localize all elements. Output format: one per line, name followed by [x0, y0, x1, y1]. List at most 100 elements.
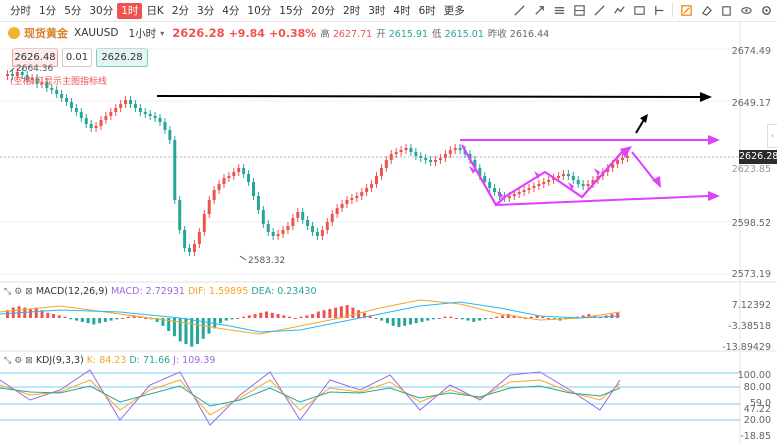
timeframe-7[interactable]: 3分	[197, 4, 215, 17]
macd-bar	[52, 314, 56, 318]
candle-body	[576, 180, 580, 184]
collapse-icon[interactable]: ⤡	[4, 286, 12, 297]
macd-bar	[547, 318, 551, 319]
gear-icon[interactable]: ⚙	[14, 355, 23, 366]
collapse-icon[interactable]: ⤡	[4, 355, 12, 366]
candle-body	[183, 230, 187, 248]
macd-bar	[316, 311, 320, 318]
macd-bar	[172, 318, 176, 337]
macd-bar	[224, 318, 228, 321]
dea-line	[0, 301, 621, 333]
close-icon[interactable]: ⊠	[25, 286, 33, 297]
macd-axis-label: -13.89429	[722, 342, 771, 353]
text-icon[interactable]	[612, 3, 626, 17]
quantity-input[interactable]: 0.01	[62, 48, 92, 67]
layout-icon[interactable]	[572, 3, 586, 17]
macd-bar	[236, 318, 240, 319]
macd-bar	[178, 318, 182, 342]
image-icon[interactable]	[632, 3, 646, 17]
settings-icon[interactable]	[759, 3, 773, 17]
timeframe-13[interactable]: 3时	[368, 4, 386, 17]
timeframe-16[interactable]: 更多	[443, 4, 465, 17]
timeframe-5[interactable]: 日K	[146, 4, 164, 17]
edit-icon[interactable]	[679, 3, 693, 17]
dea-value: DEA: 0.23430	[251, 286, 317, 297]
macd-bar	[541, 316, 545, 318]
candle-body	[114, 108, 118, 112]
forecast-down-arrowhead	[652, 176, 661, 188]
candle-body	[365, 188, 369, 192]
breakout-arrowhead	[640, 114, 648, 123]
resistance-arrowhead	[700, 92, 712, 102]
timeframe-15[interactable]: 6时	[418, 4, 436, 17]
eye-icon[interactable]	[739, 3, 753, 17]
candle-body	[320, 230, 324, 236]
timeframe-9[interactable]: 10分	[247, 4, 272, 17]
timeframe-6[interactable]: 2分	[171, 4, 190, 17]
candle-body	[291, 218, 295, 226]
pen-icon[interactable]	[592, 3, 606, 17]
candle-body	[247, 174, 251, 182]
candle-body	[350, 198, 354, 200]
candle-body	[507, 196, 511, 198]
candle-body	[173, 140, 177, 200]
candle-body	[252, 182, 255, 196]
timeframe-2[interactable]: 5分	[64, 4, 82, 17]
ohlc-low: 低 2615.01	[432, 29, 484, 40]
wave-arrowhead	[620, 146, 632, 158]
macd-bar	[109, 318, 113, 321]
kdj-header: ⤡ ⚙ ⊠ KDJ(9,3,3) K: 84.23 D: 71.66 J: 10…	[4, 355, 215, 366]
candle-body	[473, 160, 477, 168]
candle-body	[399, 150, 403, 152]
gear-icon[interactable]: ⚙	[14, 286, 23, 297]
macd-bar	[616, 312, 620, 318]
period-selector[interactable]: 1小时	[128, 27, 157, 40]
macd-bar	[80, 318, 84, 322]
k-value: K: 84.23	[86, 355, 127, 366]
close-icon[interactable]: ⊠	[25, 355, 33, 366]
timeframe-11[interactable]: 20分	[311, 4, 336, 17]
symbol-name[interactable]: 现货黄金	[24, 27, 68, 40]
price-change-pct: +0.38%	[268, 26, 317, 40]
macd-bar	[380, 318, 384, 321]
ohlc-prev: 昨收 2616.44	[487, 29, 550, 40]
collapse-panel-button[interactable]: ‹	[767, 124, 777, 148]
candle-body	[340, 204, 344, 208]
d-value: D: 71.66	[129, 355, 171, 366]
candle-body	[606, 168, 610, 172]
macd-bar	[593, 315, 597, 318]
macd-bar	[311, 314, 315, 318]
lock-icon[interactable]	[652, 3, 666, 17]
timeframe-10[interactable]: 15分	[279, 4, 304, 17]
macd-bar	[443, 316, 447, 318]
timeframe-12[interactable]: 2时	[343, 4, 361, 17]
macd-bar	[357, 310, 361, 318]
macd-bar	[575, 316, 579, 318]
timeframe-14[interactable]: 4时	[393, 4, 411, 17]
indicator-icon[interactable]	[552, 3, 566, 17]
candle-body	[611, 164, 615, 168]
chevron-down-icon[interactable]: ▾	[160, 28, 165, 38]
eraser-icon[interactable]	[699, 3, 713, 17]
macd-bar	[265, 311, 269, 318]
timeframe-8[interactable]: 4分	[222, 4, 240, 17]
macd-bar	[270, 312, 274, 318]
timeframe-1[interactable]: 1分	[39, 4, 57, 17]
candle-body	[84, 118, 88, 124]
copy-icon[interactable]	[719, 3, 733, 17]
timeframe-0[interactable]: 分时	[10, 4, 31, 17]
candle-body	[50, 88, 54, 90]
timeframe-list: 分时 1分 5分 30分 1时 日K 2分 3分 4分 10分 15分 20分 2时 3时 4时 6时 更多	[0, 0, 469, 22]
candle-body	[143, 112, 147, 114]
timeframe-4[interactable]: 1时	[117, 2, 143, 19]
zoom-icon[interactable]	[532, 3, 546, 17]
candle-body	[55, 90, 59, 94]
candle-body	[566, 174, 570, 176]
candle-body	[74, 108, 78, 112]
draw-line-icon[interactable]	[512, 3, 526, 17]
timeframe-3[interactable]: 30分	[89, 4, 114, 17]
kdj-axis-label: 80.00	[743, 382, 771, 393]
price-axis-label: 2573.19	[731, 269, 771, 280]
candle-body	[237, 168, 241, 172]
